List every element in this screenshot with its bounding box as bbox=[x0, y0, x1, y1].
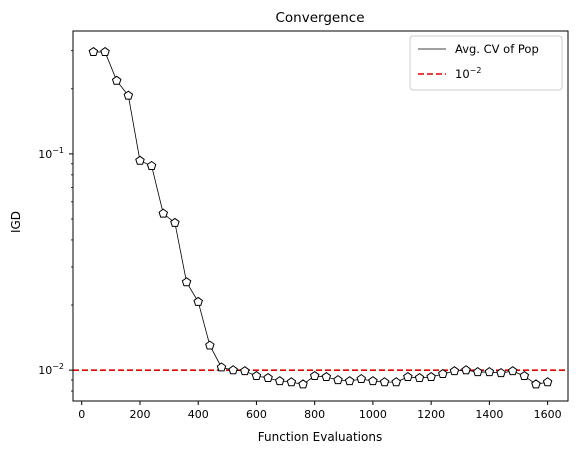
y-axis-label: IGD bbox=[9, 211, 23, 233]
data-point bbox=[205, 340, 215, 350]
legend-box bbox=[409, 35, 563, 91]
axis-ticks: 0 200 400 600 800 1000 1200 1400 1600 10−2 10−1 bbox=[38, 50, 562, 421]
data-point bbox=[461, 365, 471, 375]
x-tick-label: 1600 bbox=[534, 408, 562, 421]
data-point bbox=[216, 362, 227, 372]
x-tick-label: 600 bbox=[246, 408, 267, 421]
data-point bbox=[344, 376, 355, 386]
data-point bbox=[426, 371, 436, 382]
data-point bbox=[193, 296, 203, 306]
x-tick-label: 0 bbox=[78, 408, 85, 421]
data-point bbox=[309, 370, 320, 381]
data-point bbox=[251, 370, 262, 381]
data-point bbox=[135, 155, 145, 165]
data-point bbox=[298, 379, 308, 389]
data-point bbox=[158, 208, 169, 218]
x-tick-label: 1000 bbox=[359, 408, 387, 421]
data-point bbox=[472, 367, 483, 377]
x-tick-label: 1200 bbox=[417, 408, 445, 421]
y-tick-label: 10−1 bbox=[38, 146, 64, 161]
data-point bbox=[507, 366, 518, 376]
data-point bbox=[333, 375, 343, 385]
data-point bbox=[123, 90, 134, 100]
data-point bbox=[368, 376, 378, 386]
data-point bbox=[414, 372, 425, 383]
data-point bbox=[100, 46, 110, 57]
y-tick-label: 10−2 bbox=[38, 362, 64, 377]
x-tick-label: 200 bbox=[129, 408, 150, 421]
series-line bbox=[93, 51, 548, 385]
data-point bbox=[496, 367, 506, 378]
data-point bbox=[263, 372, 273, 383]
data-point bbox=[286, 377, 297, 387]
data-point bbox=[449, 366, 460, 376]
data-point bbox=[484, 367, 495, 377]
plot-frame bbox=[72, 30, 569, 402]
data-point bbox=[88, 46, 99, 57]
data-point bbox=[356, 373, 367, 384]
data-point bbox=[519, 370, 530, 381]
data-point bbox=[531, 379, 541, 389]
x-axis-label: Function Evaluations bbox=[258, 430, 382, 444]
data-point bbox=[146, 160, 157, 170]
data-point bbox=[542, 377, 553, 387]
data-point bbox=[438, 368, 448, 379]
chart-title: Convergence bbox=[275, 10, 364, 26]
data-point bbox=[228, 365, 238, 375]
data-point bbox=[181, 277, 192, 287]
series-group bbox=[88, 46, 553, 389]
data-point bbox=[321, 371, 332, 382]
data-point bbox=[391, 377, 401, 387]
data-point bbox=[274, 376, 285, 386]
data-point bbox=[403, 371, 413, 382]
data-point bbox=[240, 366, 250, 376]
data-point bbox=[170, 217, 180, 227]
x-tick-label: 800 bbox=[304, 408, 325, 421]
legend-label-series: Avg. CV of Pop bbox=[455, 42, 539, 56]
data-point bbox=[111, 75, 122, 85]
x-tick-label: 400 bbox=[188, 408, 209, 421]
data-point bbox=[379, 377, 390, 387]
x-tick-label: 1400 bbox=[475, 408, 503, 421]
